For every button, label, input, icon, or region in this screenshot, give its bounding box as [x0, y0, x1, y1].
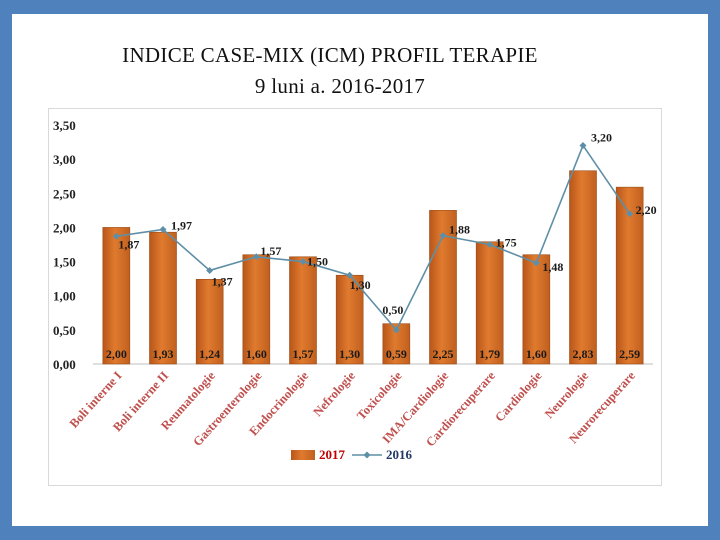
legend-label-2017: 2017	[319, 447, 346, 462]
bar-2017-9	[475, 241, 504, 365]
line-2016	[116, 143, 631, 332]
line-2016-point-12	[626, 210, 634, 218]
chart-title-line-1: INDICE CASE-MIX (ICM) PROFIL TERAPIE	[122, 43, 538, 67]
line-2016-label: 1,97	[171, 218, 192, 232]
line-2016-point-8	[439, 232, 447, 240]
x-tick-label: Neurologie	[542, 368, 592, 421]
bar-2017-label: 1,60	[246, 347, 267, 361]
y-tick-label: 0,50	[53, 323, 76, 338]
y-tick-label: 3,50	[53, 118, 76, 133]
y-tick-label: 3,00	[53, 152, 76, 167]
line-2016-label: 1,88	[449, 223, 470, 237]
line-2016-point-3	[206, 266, 214, 274]
y-tick-label: 0,00	[53, 357, 76, 372]
bar-2017-label: 1,60	[526, 347, 547, 361]
bar-2017-11	[569, 170, 597, 365]
bar-2017-3	[195, 279, 224, 365]
slide: INDICE CASE-MIX (ICM) PROFIL TERAPIE 9 l…	[12, 14, 708, 526]
bar-2017-label: 1,30	[339, 347, 360, 361]
bar-2017-label: 1,57	[293, 347, 314, 361]
line-2016-point-9	[486, 241, 494, 248]
legend-swatch-2017	[291, 450, 315, 460]
legend-swatch-2016-marker	[363, 451, 371, 459]
bar-2017-1	[102, 227, 131, 365]
line-2016-point-6	[346, 271, 354, 279]
chart-title-line-2: 9 luni a. 2016-2017	[254, 74, 426, 98]
line-2016-label: 1,87	[118, 237, 139, 251]
x-tick-label: Nefrologie	[310, 368, 358, 419]
line-2016-point-7	[392, 326, 400, 334]
y-tick-label: 2,00	[53, 220, 76, 235]
line-2016-label: 1,48	[542, 260, 563, 274]
line-2016-label: 1,50	[307, 255, 328, 269]
bar-2017-label: 1,24	[199, 347, 220, 361]
bar-2017-label: 2,59	[619, 347, 640, 361]
bar-2017-label: 0,59	[386, 347, 407, 361]
line-2016-label: 1,75	[496, 236, 517, 250]
line-2016-point-11	[579, 141, 587, 149]
bar-2017-5	[289, 256, 317, 365]
line-2016-label: 2,20	[636, 203, 657, 217]
line-2016-point-1	[112, 232, 120, 240]
bar-2017-label: 2,83	[573, 347, 594, 361]
line-2016-label: 0,50	[382, 303, 403, 317]
line-2016-label: 1,57	[260, 244, 281, 258]
legend-label-2016: 2016	[386, 447, 413, 462]
line-2016-label: 3,20	[591, 130, 612, 144]
line-2016-point-10	[532, 259, 540, 267]
chart-area: 0,00 0,50 1,00 1,50 2,00 2,50 3,00 3,50 2,00 1,93…	[48, 108, 662, 486]
line-2016-label: 1,37	[212, 274, 233, 288]
line-2016-label: 1,30	[350, 278, 371, 292]
bar-2017-label: 2,25	[433, 347, 454, 361]
line-2016-point-5	[299, 258, 307, 266]
bar-2017-10	[522, 254, 551, 365]
combo-chart: 0,00 0,50 1,00 1,50 2,00 2,50 3,00 3,50 2,00 1,93…	[53, 118, 657, 462]
bar-2017-label: 1,79	[479, 347, 500, 361]
y-tick-label: 1,00	[53, 289, 76, 304]
line-2016-point-2	[159, 225, 167, 233]
bar-2017-label: 1,93	[153, 347, 174, 361]
x-tick-label: Toxicologie	[354, 368, 405, 422]
bar-2017-label: 2,00	[106, 347, 127, 361]
x-tick-label: Cardiologie	[492, 368, 545, 424]
y-tick-label: 2,50	[53, 186, 76, 201]
bar-2017-6	[335, 274, 364, 365]
bar-2017-2	[149, 231, 177, 365]
line-2016-point-4	[252, 253, 260, 261]
y-tick-label: 1,50	[53, 255, 76, 270]
